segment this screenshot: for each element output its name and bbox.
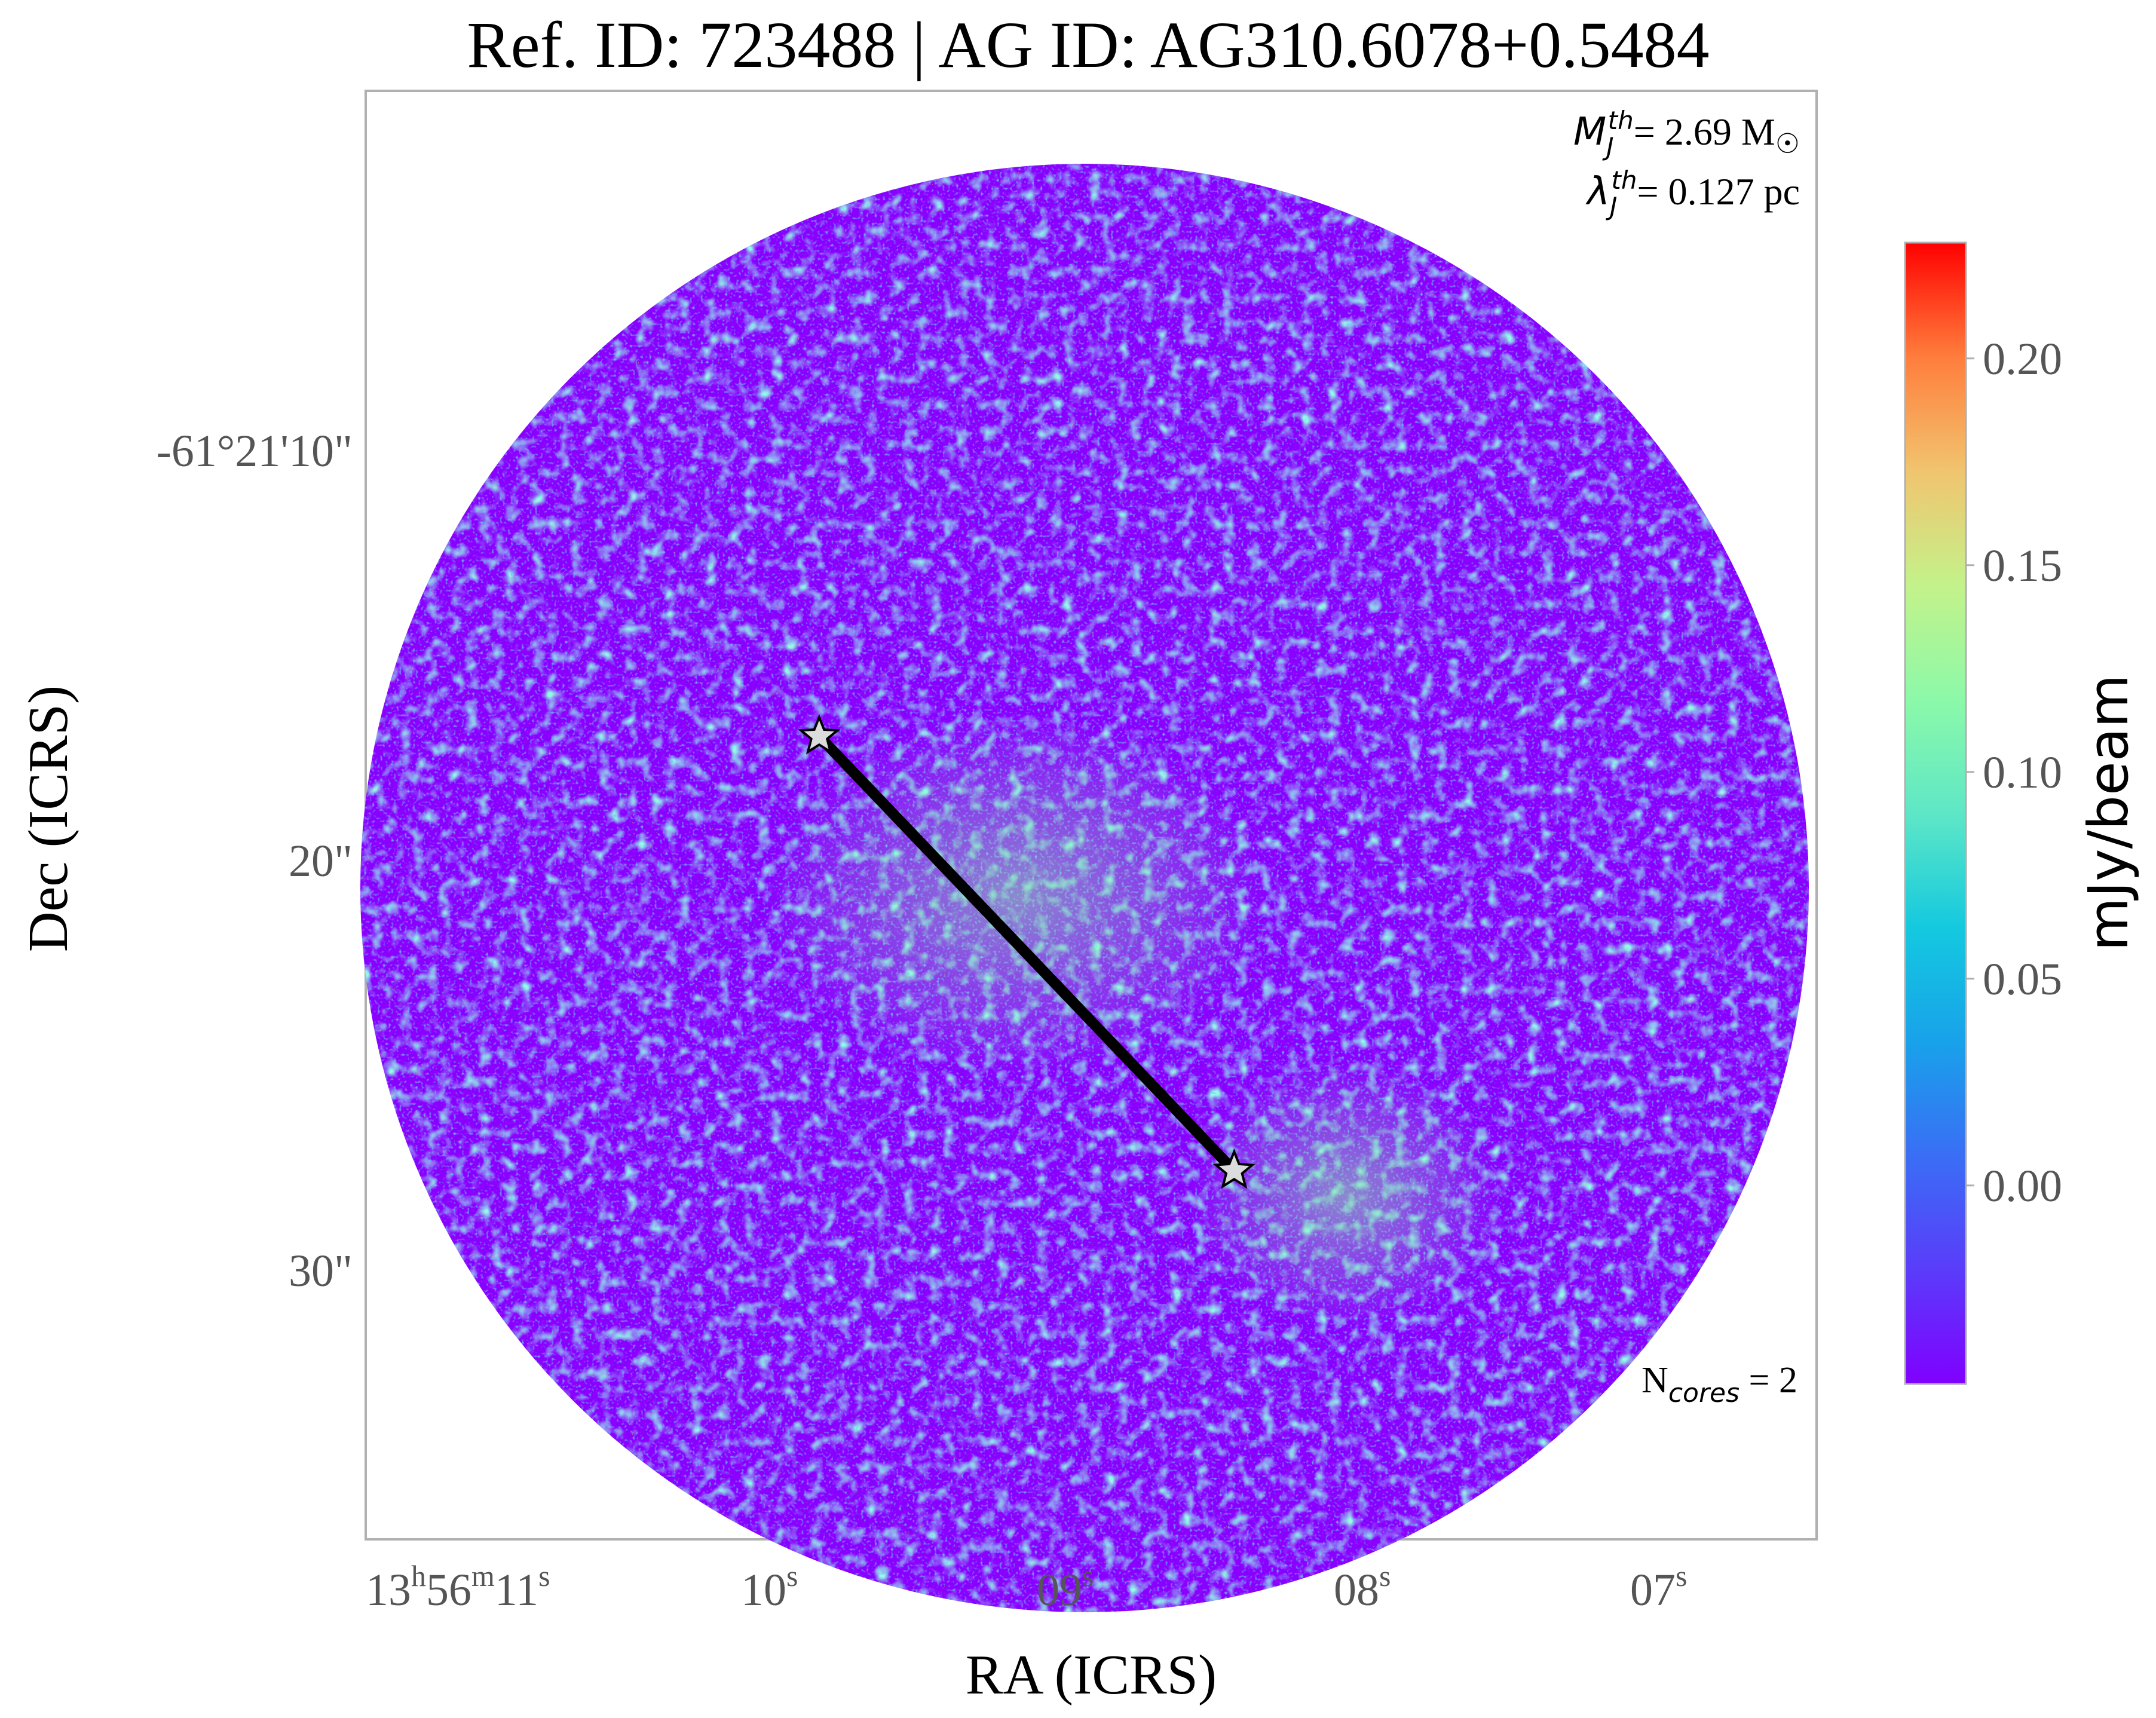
x-tick-label: 10s bbox=[741, 1559, 798, 1615]
x-tick-seconds: 07 bbox=[1630, 1565, 1676, 1615]
map-emission-center bbox=[765, 717, 1267, 1076]
intensity-map bbox=[360, 164, 1809, 1612]
x-tick-seconds-unit: s bbox=[786, 1559, 798, 1593]
colorbar: 0.20 0.15 0.10 0.05 0.00 mJy/beam bbox=[1904, 241, 2140, 1385]
colorbar-tick-label: 0.00 bbox=[1983, 1161, 2062, 1211]
core-marker-star bbox=[798, 713, 841, 755]
ncores-value: = 2 bbox=[1740, 1360, 1797, 1401]
x-ticks: 13h56m11s 10s 09s 08s 07s bbox=[366, 1559, 1687, 1615]
x-tick-hours: 13 bbox=[366, 1565, 411, 1615]
colorbar-tick-label: 0.10 bbox=[1983, 748, 2062, 798]
colorbar-label: mJy/beam bbox=[2077, 674, 2140, 951]
x-tick-seconds: 08 bbox=[1334, 1565, 1379, 1615]
x-axis-label: RA (ICRS) bbox=[966, 1644, 1217, 1706]
x-tick-label: 13h56m11s bbox=[366, 1559, 550, 1615]
map-emission-core2 bbox=[1189, 1064, 1500, 1327]
x-tick-label: 08s bbox=[1334, 1559, 1391, 1615]
x-tick-seconds: 09 bbox=[1037, 1565, 1082, 1615]
x-tick-seconds-unit: s bbox=[1379, 1559, 1391, 1593]
jeans-mass-sup: th bbox=[1608, 106, 1634, 135]
x-tick-minutes: 56 bbox=[426, 1565, 471, 1615]
x-tick-seconds-unit: s bbox=[1082, 1559, 1094, 1593]
colorbar-tick-label: 0.20 bbox=[1983, 334, 2062, 384]
y-axis-label: Dec (ICRS) bbox=[17, 685, 79, 952]
y-tick-label: -61°21'10" bbox=[157, 426, 353, 476]
x-tick-hours-unit: h bbox=[411, 1559, 426, 1593]
colorbar-tick-label: 0.15 bbox=[1983, 541, 2062, 591]
colorbar-ticks: 0.20 0.15 0.10 0.05 0.00 bbox=[1966, 334, 2062, 1211]
x-tick-seconds: 10 bbox=[741, 1565, 786, 1615]
jeans-mass-annotation: MJth= 2.69 M☉ bbox=[1573, 106, 1800, 161]
jeans-length-value: = 0.127 pc bbox=[1637, 170, 1800, 213]
colorbar-tick-label: 0.05 bbox=[1983, 954, 2062, 1005]
x-tick-seconds-unit: s bbox=[1676, 1559, 1687, 1593]
colorbar-gradient bbox=[1904, 241, 1967, 1385]
jeans-length-annotation: λJth= 0.127 pc bbox=[1585, 166, 1800, 221]
jeans-length-sup: th bbox=[1611, 166, 1637, 195]
chart-title: Ref. ID: 723488 | AG ID: AG310.6078+0.54… bbox=[467, 8, 1709, 81]
y-tick-label: 20" bbox=[289, 836, 353, 886]
core-connector-line bbox=[813, 731, 1240, 1177]
x-tick-label: 09s bbox=[1037, 1559, 1094, 1615]
jeans-length-symbol: λ bbox=[1585, 170, 1610, 214]
ncores-sub: cores bbox=[1668, 1378, 1740, 1408]
x-tick-minutes-unit: m bbox=[471, 1559, 495, 1593]
y-tick-label: 30" bbox=[289, 1246, 353, 1296]
jeans-mass-value: = 2.69 M bbox=[1634, 111, 1775, 153]
jeans-mass-symbol: M bbox=[1573, 110, 1606, 154]
y-ticks: -61°21'10" 20" 30" bbox=[157, 426, 353, 1296]
core-marker-star bbox=[1212, 1148, 1255, 1189]
cores-layer bbox=[798, 713, 1255, 1189]
x-tick-seconds-unit: s bbox=[538, 1559, 550, 1593]
x-tick-seconds: 11 bbox=[495, 1565, 538, 1615]
ncores-prefix: N bbox=[1642, 1360, 1668, 1401]
x-tick-label: 07s bbox=[1630, 1559, 1687, 1615]
sun-symbol: ☉ bbox=[1775, 128, 1800, 159]
ncores-annotation: Ncores = 2 bbox=[1642, 1360, 1797, 1408]
